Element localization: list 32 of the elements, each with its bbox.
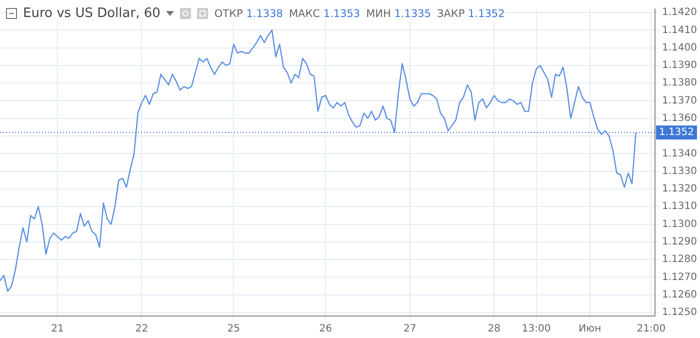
y-tick-label: 1.1340 <box>662 148 698 160</box>
annotation: ЗАКР 1.1352 <box>437 8 505 20</box>
x-tick-label: 26 <box>319 324 332 335</box>
x-tick-label: 25 <box>227 324 240 335</box>
y-tick-label: 1.1250 <box>662 307 698 318</box>
y-tick-label: 1.1270 <box>662 272 698 283</box>
y-tick-label: 1.1380 <box>662 78 698 89</box>
y-tick-label: 1.1290 <box>662 236 698 248</box>
y-tick-label: 1.1260 <box>662 289 698 300</box>
y-tick-label: 1.1280 <box>662 254 698 266</box>
y-tick-label: 1.1310 <box>662 201 698 212</box>
x-tick-label: 28 <box>488 324 500 335</box>
y-tick-label: 1.1360 <box>662 112 698 124</box>
y-tick-label: 1.1400 <box>662 42 698 54</box>
chart-title: Euro vs US Dollar, 60 <box>23 6 160 21</box>
y-tick-label: 1.1320 <box>662 184 698 195</box>
x-tick-label: 13:00 <box>522 324 551 335</box>
annotation: МАКС 1.1353 <box>288 8 360 20</box>
x-tick-label: 21 <box>51 324 64 335</box>
annotation: МИН 1.1335 <box>366 8 431 20</box>
annotation: ОТКР 1.1338 <box>214 8 283 20</box>
y-tick-label: 1.1370 <box>662 95 698 106</box>
ref-line-label: 1.1352 <box>659 127 694 138</box>
x-tick-label: 21:00 <box>636 324 666 335</box>
y-tick-label: 1.1330 <box>662 166 698 177</box>
x-tick-label: 27 <box>403 324 416 335</box>
y-tick-label: 1.1420 <box>662 7 698 18</box>
x-tick-label: Июн <box>578 324 602 335</box>
y-tick-label: 1.1390 <box>662 60 698 72</box>
y-tick-label: 1.1410 <box>662 24 698 36</box>
x-tick-label: 22 <box>135 324 148 335</box>
y-tick-label: 1.1300 <box>662 218 698 230</box>
